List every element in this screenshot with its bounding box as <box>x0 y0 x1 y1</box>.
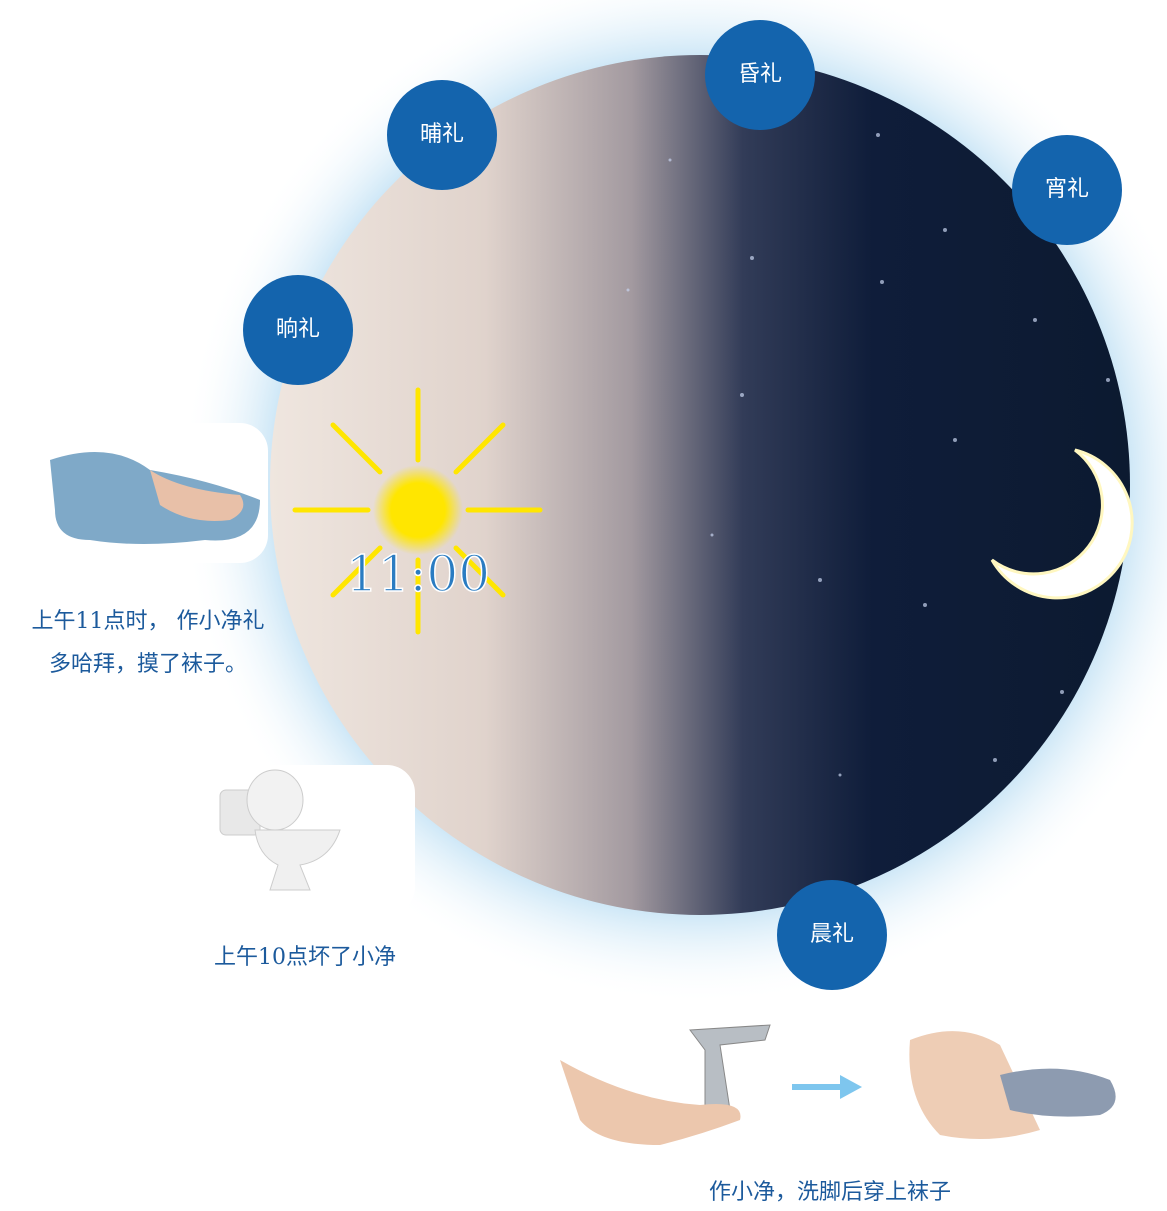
prayer-circle <box>705 20 815 130</box>
caption: 多哈拜，摸了袜子。 <box>49 652 247 677</box>
prayer-circle <box>777 880 887 990</box>
prayer-label: 宵礼 <box>1045 177 1089 202</box>
prayer-label: 晡礼 <box>420 122 464 147</box>
prayer-markers: 昏礼 晡礼 宵礼 晌礼 晨礼 <box>243 20 1122 990</box>
sock-photo <box>893 1000 1123 1150</box>
caption: 上午11点时， 作小净礼 <box>32 609 265 634</box>
day-night-globe <box>270 55 1130 915</box>
prayer-label: 晌礼 <box>276 317 320 342</box>
time-label: 11:00 <box>346 545 490 603</box>
prayer-circle <box>243 275 353 385</box>
foot-photo <box>20 423 268 563</box>
prayer-circle <box>1012 135 1122 245</box>
sun <box>373 465 463 555</box>
caption: 上午10点坏了小净 <box>214 945 396 970</box>
stars <box>626 126 1110 777</box>
prayer-label: 昏礼 <box>738 62 782 87</box>
faucet-photo <box>550 1000 775 1150</box>
prayer-circle <box>387 80 497 190</box>
arrow-head <box>840 1075 862 1099</box>
toilet-photo <box>200 765 415 915</box>
caption: 作小净，洗脚后穿上袜子 <box>709 1180 951 1205</box>
sun-rays <box>292 387 543 635</box>
prayer-label: 晨礼 <box>810 922 854 947</box>
moon <box>990 448 1134 600</box>
